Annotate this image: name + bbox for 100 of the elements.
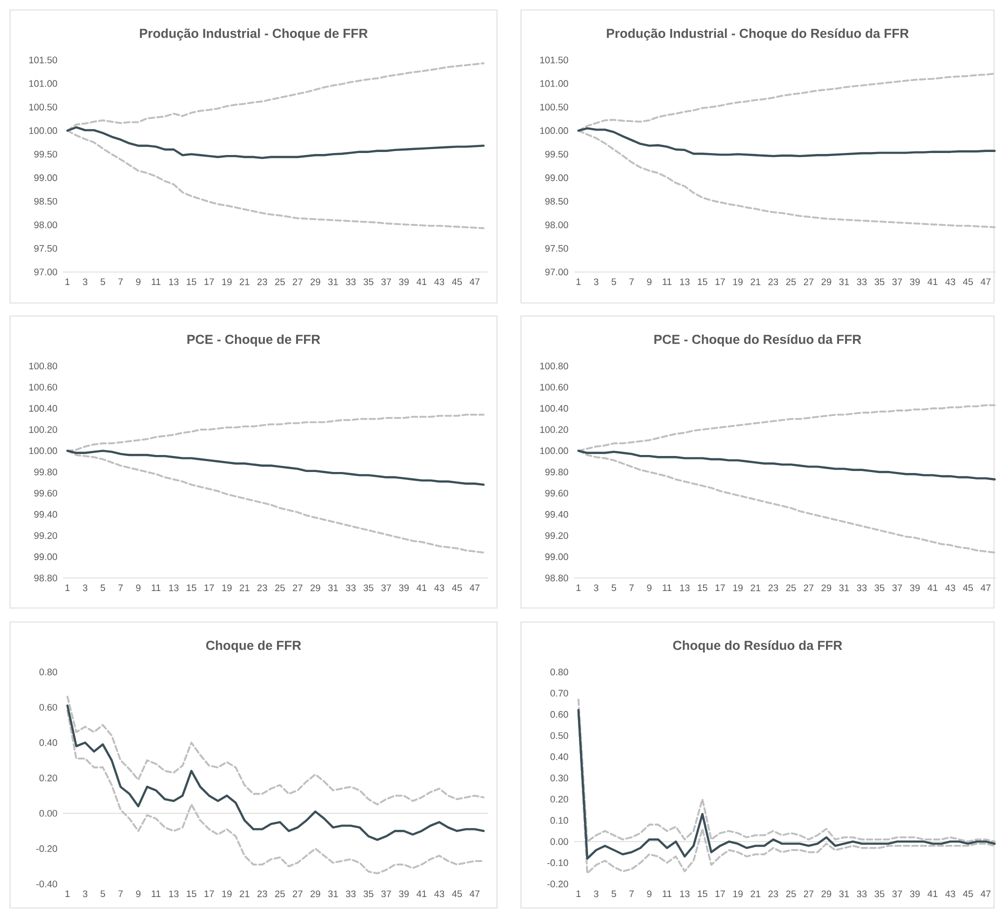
x-tick-label: 43 <box>945 278 956 286</box>
y-tick-label: 0.40 <box>39 739 58 746</box>
y-tick-label: 97.00 <box>34 268 58 276</box>
y-tick-label: 98.50 <box>545 198 568 205</box>
x-tick-label: 29 <box>310 890 320 898</box>
x-tick-label: 21 <box>750 584 760 592</box>
x-tick-label: 31 <box>839 584 849 592</box>
x-tick-label: 1 <box>576 890 581 898</box>
x-tick-label: 29 <box>822 584 832 592</box>
x-tick-label: 21 <box>240 584 250 592</box>
x-tick-label: 45 <box>962 278 973 286</box>
y-tick-label: 99.50 <box>545 150 568 158</box>
x-tick-label: 29 <box>310 278 320 286</box>
x-tick-label: 35 <box>364 278 374 286</box>
x-tick-label: 15 <box>698 278 708 286</box>
x-tick-label: 27 <box>292 584 302 592</box>
x-tick-label: 41 <box>416 278 426 285</box>
x-tick-label: 25 <box>786 584 796 592</box>
y-tick-label: 100.40 <box>29 405 58 412</box>
x-tick-label: 11 <box>662 890 672 898</box>
y-tick-label: -0.10 <box>547 859 568 866</box>
x-tick-label: 21 <box>750 278 760 286</box>
x-tick-label: 41 <box>928 890 938 898</box>
x-tick-label: 13 <box>680 584 690 592</box>
x-tick-label: 19 <box>733 890 743 898</box>
x-tick-label: 47 <box>470 890 480 897</box>
x-tick-label: 43 <box>434 584 444 592</box>
x-tick-label: 39 <box>398 584 409 592</box>
y-tick-label: 97.50 <box>545 245 568 252</box>
x-tick-label: 33 <box>346 584 356 592</box>
y-tick-label: 97.50 <box>34 245 58 252</box>
x-tick-label: 1 <box>66 278 70 285</box>
y-tick-label: 0.40 <box>550 753 568 760</box>
x-tick-label: 43 <box>945 890 956 898</box>
x-tick-label: 43 <box>434 278 444 286</box>
x-tick-label: 11 <box>152 584 160 591</box>
x-tick-label: 19 <box>733 278 743 286</box>
y-tick-label: 100.00 <box>540 127 568 134</box>
y-tick-label: 100.50 <box>540 104 568 110</box>
x-tick-label: 39 <box>398 890 409 898</box>
y-tick-label: 100.20 <box>29 426 58 433</box>
x-tick-label: 3 <box>594 890 598 898</box>
x-tick-label: 25 <box>275 278 285 286</box>
y-tick-label: -0.40 <box>36 880 58 888</box>
x-tick-label: 7 <box>118 890 123 897</box>
x-tick-label: 3 <box>594 584 598 592</box>
x-tick-label: 43 <box>945 584 956 592</box>
x-tick-label: 23 <box>768 584 778 592</box>
x-tick-label: 39 <box>398 278 409 286</box>
y-tick-label: 100.60 <box>29 384 58 391</box>
x-tick-label: 17 <box>716 584 725 591</box>
x-tick-label: 23 <box>768 278 778 286</box>
x-tick-label: 1 <box>576 278 581 285</box>
y-tick-label: 0.00 <box>39 810 58 817</box>
x-tick-label: 11 <box>152 278 160 285</box>
y-tick-label: 101.00 <box>29 80 58 87</box>
y-tick-label: 99.00 <box>34 553 58 560</box>
y-tick-label: 98.50 <box>34 198 58 205</box>
x-tick-label: 15 <box>186 278 196 286</box>
y-tick-label: 100.50 <box>29 104 58 110</box>
y-tick-label: 101.50 <box>29 56 58 64</box>
y-tick-label: 100.80 <box>540 362 568 370</box>
x-tick-label: 9 <box>647 278 652 286</box>
x-tick-label: 17 <box>204 584 214 591</box>
x-tick-label: 41 <box>928 584 938 591</box>
x-tick-label: 35 <box>874 584 884 592</box>
x-tick-label: 45 <box>452 584 462 592</box>
y-tick-label: 0.30 <box>550 774 568 782</box>
x-tick-label: 5 <box>612 890 616 898</box>
y-tick-label: 101.50 <box>540 56 568 64</box>
x-tick-label: 37 <box>381 584 391 592</box>
x-tick-label: 17 <box>716 890 725 898</box>
x-tick-label: 5 <box>100 584 106 592</box>
y-tick-label: -0.20 <box>547 880 568 888</box>
x-tick-label: 9 <box>647 890 652 898</box>
x-tick-label: 29 <box>822 278 832 286</box>
y-tick-label: 98.00 <box>34 222 58 228</box>
x-tick-label: 15 <box>186 890 196 898</box>
y-tick-label: 99.80 <box>34 468 58 476</box>
x-tick-label: 27 <box>292 278 302 286</box>
x-tick-label: 31 <box>328 278 338 286</box>
y-tick-label: 100.60 <box>540 384 568 391</box>
x-tick-label: 9 <box>136 584 140 592</box>
x-tick-label: 37 <box>381 278 391 286</box>
x-tick-label: 5 <box>100 278 106 286</box>
x-tick-label: 23 <box>257 890 268 898</box>
y-tick-label: 0.20 <box>39 774 58 782</box>
x-tick-label: 27 <box>804 584 814 592</box>
y-tick-label: 100.00 <box>540 447 568 454</box>
x-tick-label: 19 <box>222 584 232 592</box>
x-tick-label: 33 <box>346 278 356 286</box>
x-tick-label: 35 <box>364 584 374 592</box>
y-tick-label: 98.00 <box>545 222 568 228</box>
x-tick-label: 15 <box>186 584 196 592</box>
x-tick-label: 25 <box>786 890 796 898</box>
x-tick-label: 15 <box>698 584 708 592</box>
x-tick-label: 1 <box>66 584 70 591</box>
x-tick-label: 5 <box>100 890 106 898</box>
y-tick-label: 0.60 <box>550 711 568 718</box>
x-tick-label: 1 <box>66 890 70 897</box>
